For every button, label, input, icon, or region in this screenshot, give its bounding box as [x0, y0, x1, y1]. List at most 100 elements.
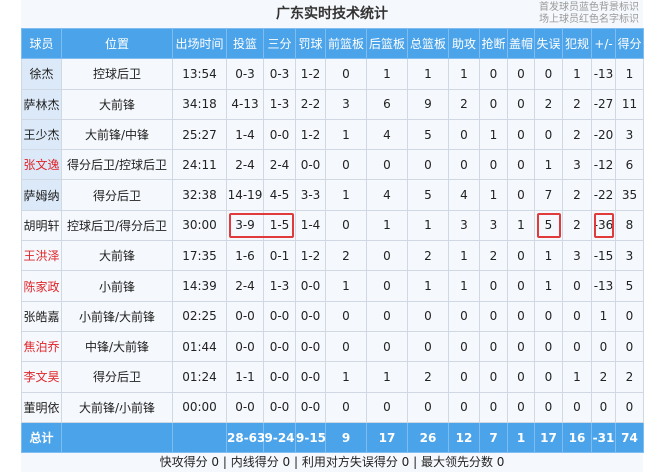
player-name[interactable]: 张皓嘉	[21, 300, 62, 332]
total-cell	[172, 421, 227, 454]
stat-cell: 0	[325, 330, 367, 363]
player-name[interactable]: 董明依	[21, 391, 62, 423]
player-name[interactable]: 焦泊乔	[21, 330, 62, 363]
stat-cell: 13:54	[172, 58, 227, 90]
table-row: 王洪泽 大前锋 17:35 1-6 0-1 1-2 2 0 2 1 2 0 1 3 -15 3	[21, 240, 644, 272]
table-header: 球员 位置 出场时间 投篮 三分 罚球 前篮板 后篮板 总篮板 助攻 抢断 盖帽 失误 犯规 +/- 得分	[21, 27, 644, 60]
player-name[interactable]: 王洪泽	[21, 240, 62, 272]
stat-cell: 2-4	[226, 270, 264, 302]
total-cell: 17	[366, 421, 408, 454]
player-name[interactable]: 萨姆纳	[21, 179, 62, 211]
stat-cell: 2	[407, 240, 449, 272]
stat-cell: 1	[448, 58, 480, 90]
total-cell: 12	[448, 421, 480, 454]
stat-cell: 01:24	[172, 361, 227, 393]
stat-cell: 1-3	[263, 270, 296, 302]
total-cell: -31	[591, 421, 616, 454]
stat-cell: -22	[591, 179, 616, 211]
stat-cell: -20	[591, 118, 616, 151]
player-name[interactable]: 张文逸	[21, 149, 62, 181]
player-name[interactable]: 萨林杰	[21, 88, 62, 120]
stat-cell: 1	[479, 118, 508, 151]
stat-cell: 0	[507, 149, 535, 181]
column-header[interactable]: 球员	[21, 27, 62, 60]
stat-cell: -13	[591, 58, 616, 90]
stat-cell: 2-4	[226, 149, 264, 181]
table-row: 萨姆纳 得分后卫 32:38 14-19 4-5 3-3 1 4 5 4 1 0 7 2 -22 35	[21, 179, 644, 211]
stat-cell: 0-0	[263, 330, 296, 363]
stat-cell: 2	[562, 88, 592, 120]
column-header[interactable]: 位置	[61, 27, 173, 60]
stat-cell: 0	[448, 391, 480, 423]
player-name[interactable]: 李文昊	[21, 361, 62, 393]
column-header[interactable]: 出场时间	[172, 27, 227, 60]
stat-cell: 0	[562, 330, 592, 363]
legend-note: 首发球员蓝色背景标识 场上球员红色名字标识	[539, 2, 639, 26]
stat-cell: 0	[407, 300, 449, 332]
stat-cell: 0	[507, 58, 535, 90]
column-header[interactable]: 得分	[615, 27, 644, 60]
stat-cell: 1	[562, 58, 592, 90]
column-header[interactable]: 总篮板	[407, 27, 449, 60]
stat-cell: 0	[325, 300, 367, 332]
stat-cell: 0	[591, 330, 616, 363]
stat-cell: 0-0	[295, 270, 326, 302]
column-header[interactable]: 投篮	[226, 27, 264, 60]
stat-cell: 2	[479, 240, 508, 272]
stat-cell: 0	[479, 361, 508, 393]
stat-cell: 0-1	[263, 240, 296, 272]
total-cell: 16	[562, 421, 592, 454]
stat-cell: 3	[479, 209, 508, 242]
stat-cell: 0-0	[295, 361, 326, 393]
column-header[interactable]: 三分	[263, 27, 296, 60]
stat-cell: 1	[407, 58, 449, 90]
stat-cell: 2	[407, 361, 449, 393]
column-header[interactable]: 后篮板	[366, 27, 408, 60]
player-name[interactable]: 胡明轩	[21, 209, 62, 242]
player-name[interactable]: 王少杰	[21, 118, 62, 151]
total-cell	[61, 421, 173, 454]
stat-cell: 0	[448, 300, 480, 332]
column-header[interactable]: +/-	[591, 27, 616, 60]
stat-cell: 0-0	[295, 149, 326, 181]
stat-cell: 0	[615, 330, 644, 363]
player-name[interactable]: 徐杰	[21, 58, 62, 90]
stat-cell: 5	[534, 209, 563, 242]
stat-cell: 0	[562, 270, 592, 302]
stat-cell: 1	[366, 58, 408, 90]
stat-cell: 0-3	[263, 58, 296, 90]
stat-cell: 0	[448, 118, 480, 151]
stat-cell: 1	[325, 118, 367, 151]
stat-cell: -13	[591, 270, 616, 302]
column-header[interactable]: 前篮板	[325, 27, 367, 60]
column-header[interactable]: 失误	[534, 27, 563, 60]
stat-cell: 0	[366, 240, 408, 272]
stat-cell: 0	[448, 330, 480, 363]
stat-cell: 2	[534, 88, 563, 120]
stat-cell: 1-5	[263, 209, 296, 242]
stat-cell: 1	[534, 270, 563, 302]
stat-cell: 3	[615, 240, 644, 272]
stat-cell: 1	[507, 209, 535, 242]
stat-cell: 0	[448, 361, 480, 393]
stat-cell: 3	[325, 88, 367, 120]
stat-cell: 小前锋/大前锋	[61, 300, 173, 332]
column-header[interactable]: 抢断	[479, 27, 508, 60]
stat-cell: 1	[325, 361, 367, 393]
stat-cell: 0	[366, 330, 408, 363]
table-row: 张皓嘉 小前锋/大前锋 02:25 0-0 0-0 0-0 0 0 0 0 0 0 0 0 1 0	[21, 300, 644, 332]
player-name[interactable]: 陈家政	[21, 270, 62, 302]
stat-cell: 0	[534, 361, 563, 393]
box-score-panel: 广东实时技术统计 首发球员蓝色背景标识 场上球员红色名字标识 球员 位置 出场时间投…	[21, 0, 644, 472]
stat-cell: -36	[591, 209, 616, 242]
stat-cell: 30:00	[172, 209, 227, 242]
column-header[interactable]: 罚球	[295, 27, 326, 60]
stat-cell: 0	[507, 330, 535, 363]
stat-cell: 1-2	[295, 58, 326, 90]
column-header[interactable]: 助攻	[448, 27, 480, 60]
column-header[interactable]: 盖帽	[507, 27, 535, 60]
stat-cell: 0	[366, 391, 408, 423]
stat-cell: 0	[591, 391, 616, 423]
column-header[interactable]: 犯规	[562, 27, 592, 60]
stat-cell: 0	[507, 240, 535, 272]
